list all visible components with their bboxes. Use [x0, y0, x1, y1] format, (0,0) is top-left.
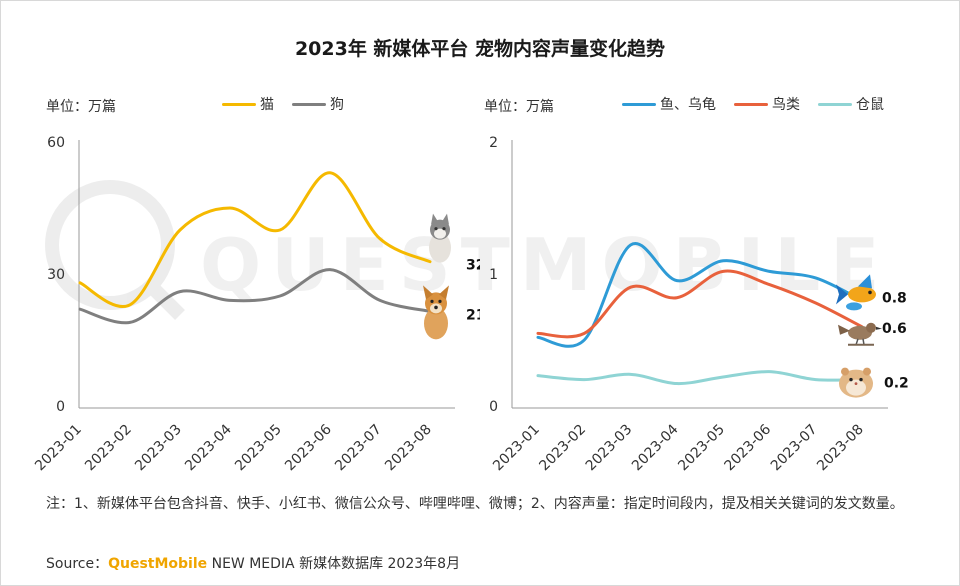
series-line-bird: [536, 269, 864, 339]
hamster-icon: [839, 367, 873, 398]
end-value-label: 32.8: [466, 258, 480, 274]
y-tick-label: 2: [489, 135, 498, 151]
legend-swatch-bird: [734, 102, 768, 106]
x-tick-label: 2023-08: [382, 422, 435, 475]
y-tick-label: 0: [56, 399, 65, 415]
bird-icon: [838, 322, 882, 346]
y-tick-label: 60: [47, 135, 65, 151]
fish-icon: [836, 274, 876, 311]
legend-label-cat: 猫: [260, 97, 274, 113]
x-tick-label: 2023-01: [490, 422, 543, 475]
x-tick-label: 2023-02: [536, 422, 589, 475]
legend-swatch-cat: [222, 102, 256, 106]
legend-label-hamster: 仓鼠: [856, 97, 884, 113]
source-line: Source：QuestMobile NEW MEDIA 新媒体数据库 2023…: [46, 553, 460, 573]
legend-item-dog: 狗: [292, 94, 344, 114]
series-line-cat: [78, 171, 432, 308]
legend-item-fish: 鱼、乌龟: [622, 94, 716, 114]
left-unit-label: 单位：万篇: [46, 99, 116, 115]
x-tick-label: 2023-07: [768, 422, 821, 475]
end-value-label: 0.2: [884, 376, 909, 392]
x-tick-label: 2023-02: [82, 422, 135, 475]
legend-swatch-dog: [292, 102, 326, 106]
source-brand: QuestMobile: [108, 556, 208, 572]
end-value-label: 21.5: [466, 307, 480, 323]
right-legend: 鱼、乌龟 鸟类 仓鼠: [622, 94, 902, 114]
end-value-label: 0.6: [882, 321, 907, 337]
x-tick-label: 2023-05: [675, 422, 728, 475]
right-unit-label: 单位：万篇: [484, 99, 554, 115]
legend-item-bird: 鸟类: [734, 94, 800, 114]
page-title: 2023年 新媒体平台 宠物内容声量变化趋势: [294, 38, 666, 60]
legend-label-bird: 鸟类: [772, 97, 800, 113]
left-legend: 猫 狗: [222, 94, 362, 114]
x-tick-label: 2023-06: [722, 421, 775, 474]
legend-swatch-hamster: [818, 102, 852, 106]
footnote: 注：1、新媒体平台包含抖音、快手、小红书、微信公众号、哔哩哔哩、微博；2、内容声…: [46, 496, 904, 512]
x-tick-label: 2023-03: [132, 422, 185, 475]
x-tick-label: 2023-06: [282, 421, 335, 474]
cat-icon: [429, 213, 451, 263]
source-label: Source：: [46, 556, 109, 572]
series-line-fish: [536, 242, 864, 348]
watermark-text: QUESTMOBILE: [200, 223, 889, 307]
x-tick-label: 2023-08: [814, 422, 867, 475]
x-tick-label: 2023-04: [629, 421, 682, 474]
right-chart: 0122023-012023-022023-032023-042023-0520…: [489, 135, 909, 475]
dog-icon: [423, 285, 449, 340]
x-tick-label: 2023-01: [32, 422, 85, 475]
legend-item-cat: 猫: [222, 94, 274, 114]
legend-label-dog: 狗: [330, 97, 344, 113]
x-tick-label: 2023-04: [182, 421, 235, 474]
y-tick-label: 30: [47, 267, 65, 283]
series-line-hamster: [536, 370, 864, 386]
x-tick-label: 2023-05: [232, 422, 285, 475]
x-tick-label: 2023-03: [583, 422, 636, 475]
series-line-dog: [78, 268, 432, 325]
legend-item-hamster: 仓鼠: [818, 94, 884, 114]
y-tick-label: 1: [489, 267, 498, 283]
end-value-label: 0.8: [882, 290, 907, 306]
legend-label-fish: 鱼、乌龟: [660, 97, 716, 113]
x-tick-label: 2023-07: [332, 422, 385, 475]
source-rest: NEW MEDIA 新媒体数据库 2023年8月: [207, 556, 461, 572]
legend-swatch-fish: [622, 102, 656, 106]
left-chart: 0 30 60 2023-012023-022023-032023-042023-05…: [32, 135, 480, 475]
y-tick-label: 0: [489, 399, 498, 415]
